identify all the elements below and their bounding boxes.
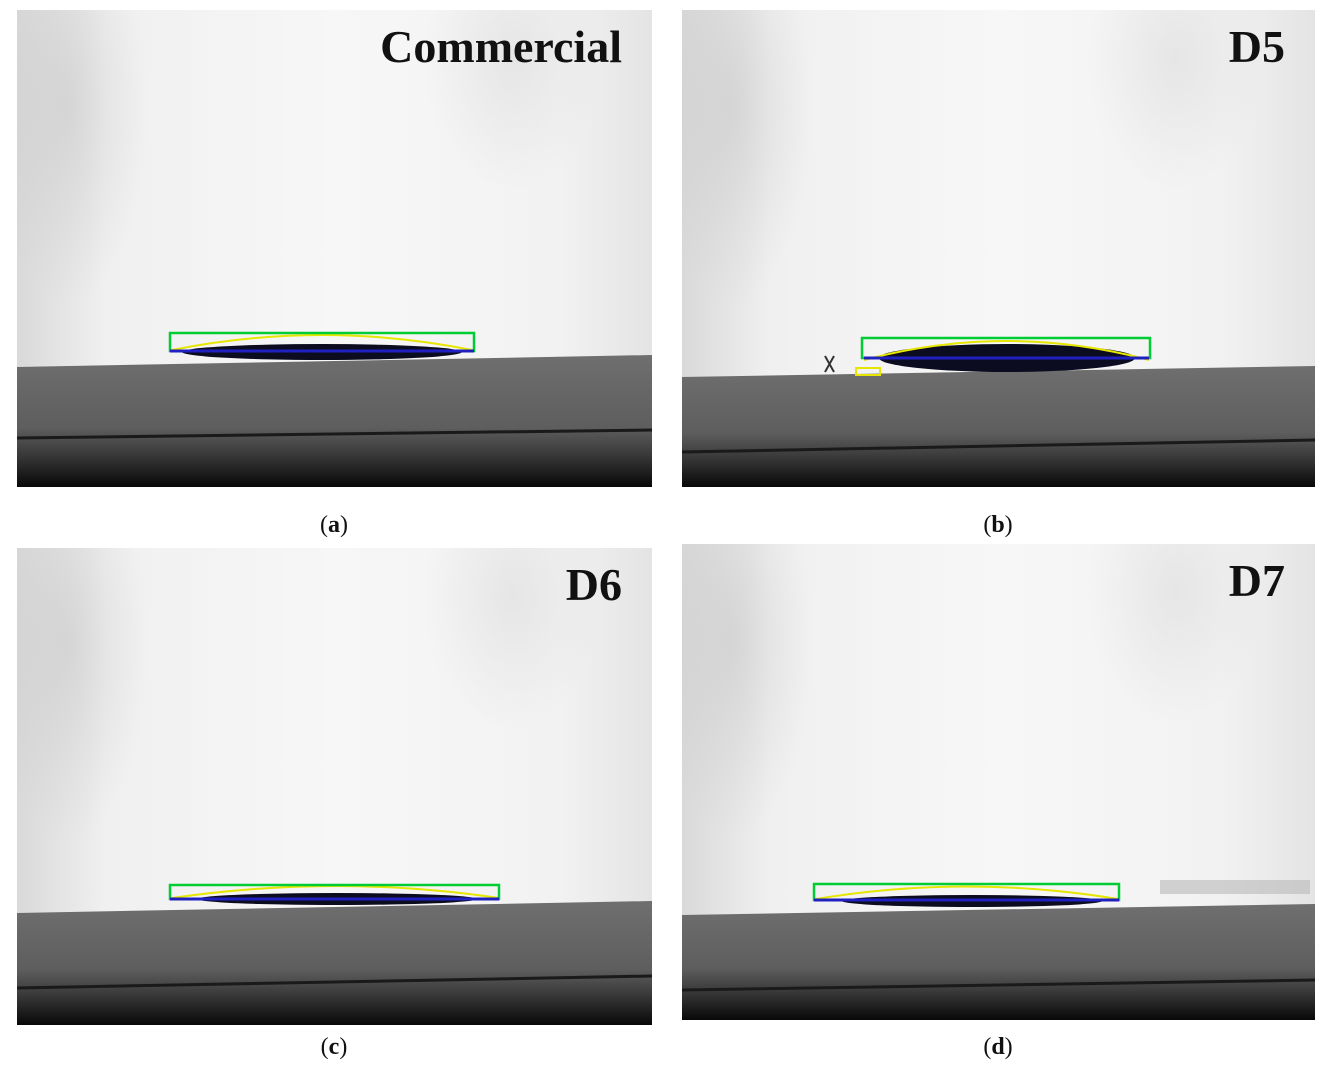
sample-label: D5 [1228,21,1285,72]
panel-b-d5: D5 [682,10,1315,487]
profile-fit-curve [863,340,1150,361]
droplet-scene [682,336,1315,487]
sample-label: D7 [1228,555,1285,606]
panel-c-d6: D6 [17,548,652,1025]
panel-caption-b: (b) [983,512,1013,538]
panel-a-commercial: Commercial [17,10,652,487]
panel-d-d7: D7 [682,544,1315,1020]
substrate [17,355,652,487]
caption-letter: d [991,1034,1005,1060]
caption-letter: b [991,512,1005,538]
sample-label: Commercial [380,21,622,72]
substrate-groove [17,974,652,990]
substrate [17,901,652,1025]
panel-caption-d: (d) [983,1034,1013,1060]
profile-fit-curve [815,885,1119,900]
caption-letter: a [328,512,340,538]
background-artifact [1160,880,1310,894]
debris-mark [824,355,835,373]
panel-caption-a: (a) [320,512,348,538]
substrate [682,366,1315,487]
panel-caption-c: (c) [320,1034,348,1060]
droplet-scene [17,883,652,1025]
droplet-scene [17,331,652,487]
profile-fit-curve [171,334,473,351]
substrate-groove [682,978,1315,992]
substrate [682,904,1315,1020]
substrate-groove [682,438,1315,454]
sample-label: D6 [565,559,622,610]
substrate-groove [17,428,652,440]
droplet-scene [682,880,1315,1020]
caption-letter: c [328,1034,340,1060]
detection-marker [855,367,881,376]
